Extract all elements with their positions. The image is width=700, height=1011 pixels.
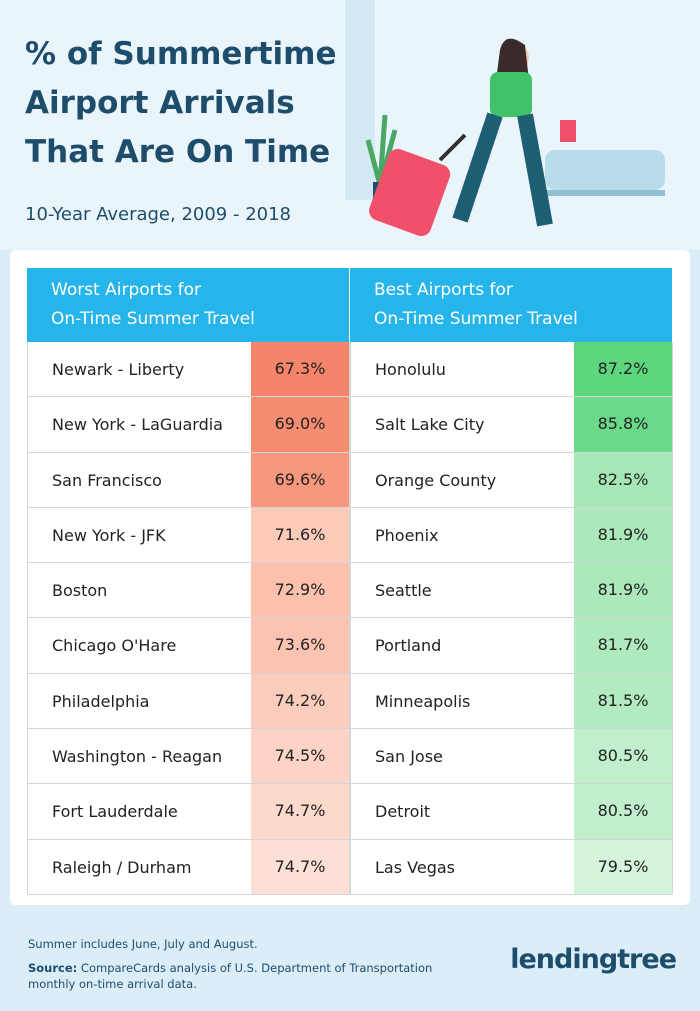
on-time-pct: 85.8% [574, 397, 672, 452]
column: Worst Airports for On-Time Summer Travel N… [27, 268, 350, 895]
on-time-pct: 79.5% [574, 839, 672, 894]
airport-name: Fort Lauderdale [52, 802, 178, 822]
on-time-pct: 81.5% [574, 673, 672, 729]
airport-name: Minneapolis [375, 691, 471, 711]
table-row: Minneapolis 81.5% [350, 673, 673, 730]
on-time-pct: 73.6% [251, 618, 349, 673]
airport-name: Philadelphia [52, 691, 150, 711]
table-row: San Jose 80.5% [350, 729, 673, 785]
table-row: Washington - Reagan 74.5% [27, 729, 350, 785]
column: Best Airports for On-Time Summer Travel Ho… [350, 268, 673, 895]
on-time-pct: 71.6% [251, 507, 349, 563]
illustration [0, 0, 700, 250]
title-line: Airport Arrivals [25, 85, 295, 121]
title: % of Summertime Airport Arrivals That Are … [25, 30, 337, 177]
on-time-pct: 74.7% [251, 784, 349, 839]
table-row: Raleigh / Durham 74.7% [27, 839, 350, 895]
on-time-pct: 74.7% [251, 839, 349, 894]
on-time-pct: 74.5% [251, 729, 349, 784]
table-row: Orange County 82.5% [350, 452, 673, 508]
table-row: Boston 72.9% [27, 563, 350, 619]
on-time-pct: 69.0% [251, 397, 349, 452]
airport-name: Portland [375, 636, 442, 656]
airport-name: Salt Lake City [375, 415, 485, 435]
logo: lendingtree [510, 944, 677, 975]
table-row: New York - JFK 71.6% [27, 507, 350, 564]
table-row: Phoenix 81.9% [350, 507, 673, 564]
heading-line: On-Time Summer Travel [51, 309, 255, 329]
heading-line: Worst Airports for [51, 280, 201, 300]
airport-name: Honolulu [375, 360, 446, 379]
column-heading: Best Airports for On-Time Summer Travel [350, 268, 673, 342]
airport-name: Seattle [375, 581, 432, 601]
table-row: New York - LaGuardia 69.0% [27, 397, 350, 453]
table-row: Honolulu 87.2% [350, 342, 673, 398]
on-time-pct: 81.7% [574, 618, 672, 673]
heading-line: Best Airports for [374, 280, 513, 300]
airport-name: New York - JFK [52, 525, 166, 545]
title-line: % of Summertime [25, 36, 337, 72]
on-time-pct: 74.2% [251, 673, 349, 729]
on-time-pct: 72.9% [251, 563, 349, 618]
on-time-pct: 80.5% [574, 784, 672, 839]
table-row: Seattle 81.9% [350, 563, 673, 619]
on-time-pct: 82.5% [574, 452, 672, 507]
table-row: Salt Lake City 85.8% [350, 397, 673, 453]
source-label: Source: [28, 961, 78, 975]
airport-name: Raleigh / Durham [52, 857, 192, 877]
table-row: Fort Lauderdale 74.7% [27, 784, 350, 840]
on-time-pct: 81.9% [574, 563, 672, 618]
column-heading: Worst Airports for On-Time Summer Travel [27, 268, 350, 342]
airport-name: Las Vegas [375, 857, 455, 877]
table-row: Newark - Liberty 67.3% [27, 342, 350, 398]
table-row: Detroit 80.5% [350, 784, 673, 840]
airport-name: Boston [52, 581, 108, 601]
table-row: Las Vegas 79.5% [350, 839, 673, 895]
airport-name: Chicago O'Hare [52, 636, 177, 656]
airport-name: Phoenix [375, 525, 439, 545]
on-time-pct: 67.3% [251, 342, 349, 397]
airport-name: Orange County [375, 470, 497, 490]
subtitle: 10-Year Average, 2009 - 2018 [25, 204, 292, 225]
source: Source: CompareCards analysis of U.S. De… [28, 960, 448, 992]
source-text: CompareCards analysis of U.S. Department… [28, 961, 433, 991]
table-row: Portland 81.7% [350, 618, 673, 674]
heading-line: On-Time Summer Travel [374, 309, 578, 329]
airport-name: Newark - Liberty [52, 360, 185, 379]
on-time-pct: 87.2% [574, 342, 672, 397]
airport-name: San Francisco [52, 470, 162, 490]
airport-name: Washington - Reagan [52, 747, 223, 767]
airport-name: San Jose [375, 747, 443, 767]
on-time-pct: 80.5% [574, 729, 672, 784]
on-time-pct: 81.9% [574, 507, 672, 563]
table-row: San Francisco 69.6% [27, 452, 350, 508]
table-row: Philadelphia 74.2% [27, 673, 350, 730]
airport-name: New York - LaGuardia [52, 415, 223, 435]
title-line: That Are On Time [25, 134, 331, 170]
table-row: Chicago O'Hare 73.6% [27, 618, 350, 674]
note: Summer includes June, July and August. [28, 937, 258, 951]
airport-name: Detroit [375, 802, 431, 822]
on-time-pct: 69.6% [251, 452, 349, 507]
